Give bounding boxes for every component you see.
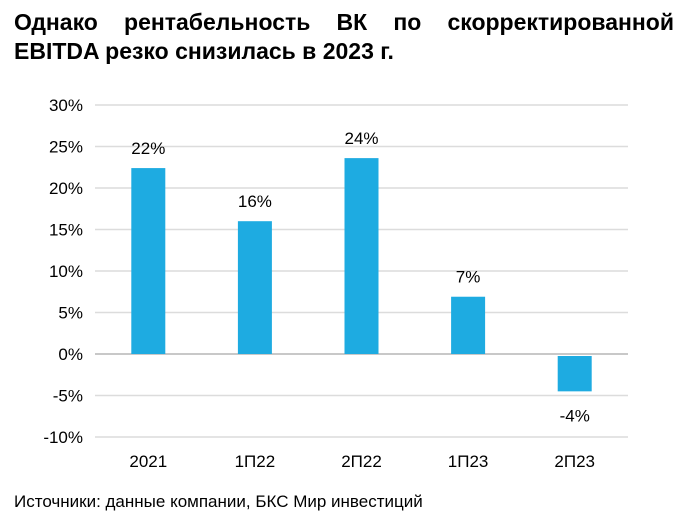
data-label: 24% (344, 129, 378, 148)
bar (451, 296, 486, 354)
chart-title: Однако рентабельность ВК по скорректиров… (14, 9, 674, 64)
y-tick-label: -10% (43, 428, 83, 447)
data-label: 22% (131, 139, 165, 158)
y-tick-label: 5% (58, 304, 83, 323)
bar (237, 221, 272, 354)
y-tick-label: 0% (58, 345, 83, 364)
y-tick-label: 25% (49, 138, 83, 157)
bar (344, 158, 379, 354)
x-tick-label: 1П23 (448, 452, 489, 471)
x-tick-label: 2021 (129, 452, 167, 471)
x-tick-label: 2П22 (341, 452, 382, 471)
x-tick-label: 2П23 (554, 452, 595, 471)
y-tick-label: 20% (49, 179, 83, 198)
data-label: -4% (560, 406, 590, 425)
y-tick-label: -5% (53, 387, 83, 406)
data-label: 7% (456, 268, 481, 287)
y-tick-label: 30% (49, 96, 83, 115)
bar (557, 356, 592, 392)
y-tick-label: 10% (49, 262, 83, 281)
data-label: 16% (238, 192, 272, 211)
source-note: Источники: данные компании, БКС Мир инве… (14, 492, 423, 511)
bar (131, 168, 166, 354)
x-tick-label: 1П22 (235, 452, 276, 471)
y-tick-label: 15% (49, 221, 83, 240)
